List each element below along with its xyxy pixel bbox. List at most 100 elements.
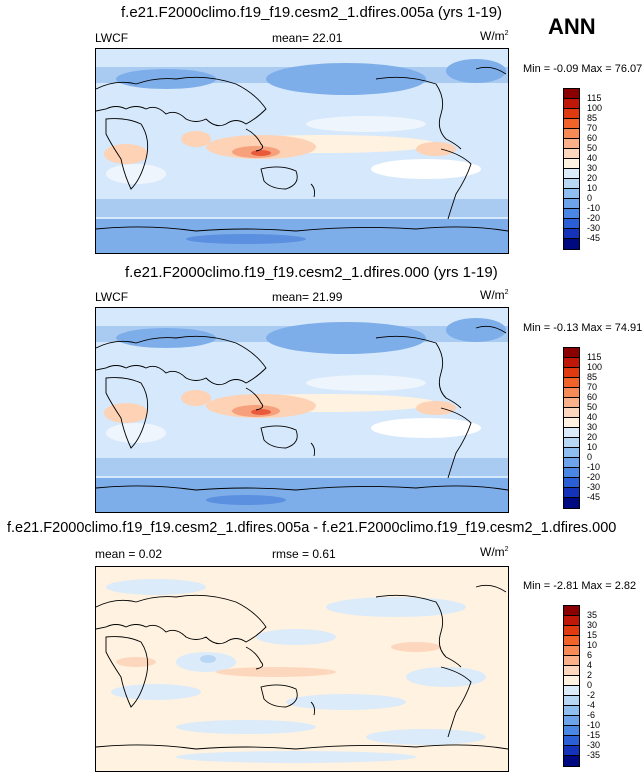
colorbar-swatch — [564, 239, 579, 249]
colorbar-tick-label: 0 — [587, 193, 593, 203]
colorbar-swatch — [564, 99, 579, 109]
colorbar-tick-label: 0 — [587, 452, 593, 462]
panel-2-colorbar — [563, 347, 580, 509]
colorbar-swatch — [564, 746, 579, 756]
panel-1-title: f.e21.F2000climo.f19_f19.cesm2_1.dfires.… — [121, 4, 503, 21]
panel-2-variable-label: LWCF — [95, 290, 129, 304]
panel-2-map — [95, 307, 509, 513]
colorbar-tick-label: -30 — [587, 740, 601, 750]
panel-1-map — [95, 48, 509, 254]
colorbar-swatch — [564, 468, 579, 478]
colorbar-swatch — [564, 428, 579, 438]
colorbar-swatch — [564, 626, 579, 636]
colorbar-swatch — [564, 398, 579, 408]
colorbar-tick-label: 50 — [587, 402, 598, 412]
colorbar-swatch — [564, 129, 579, 139]
colorbar-swatch — [564, 378, 579, 388]
colorbar-tick-label: -20 — [587, 472, 601, 482]
panel-2-title: f.e21.F2000climo.f19_f19.cesm2_1.dfires.… — [125, 264, 498, 281]
colorbar-swatch — [564, 418, 579, 428]
colorbar-swatch — [564, 448, 579, 458]
panel-1-mean-label: mean= 22.01 — [272, 31, 343, 45]
colorbar-tick-label: 35 — [587, 610, 598, 620]
colorbar-tick-label: 4 — [587, 660, 593, 670]
panel-1-variable-label: LWCF — [95, 31, 129, 45]
colorbar-swatch — [564, 458, 579, 468]
colorbar-tick-label: 115 — [587, 93, 602, 103]
colorbar-swatch — [564, 706, 579, 716]
colorbar-swatch — [564, 229, 579, 239]
colorbar-tick-label: -10 — [587, 203, 601, 213]
colorbar-swatch — [564, 358, 579, 368]
colorbar-swatch — [564, 408, 579, 418]
colorbar-swatch — [564, 636, 579, 646]
colorbar-swatch — [564, 388, 579, 398]
colorbar-tick-label: 100 — [587, 362, 603, 372]
panel-2-mean-label: mean= 21.99 — [272, 290, 343, 304]
colorbar-tick-label: 40 — [587, 412, 598, 422]
colorbar-tick-label: -30 — [587, 482, 601, 492]
colorbar-tick-label: 20 — [587, 173, 598, 183]
panel-1-minmax: Min = -0.09 Max = 76.07 — [523, 63, 643, 75]
colorbar-tick-label: 10 — [587, 640, 598, 650]
colorbar-tick-label: -10 — [587, 462, 601, 472]
season-label: ANN — [548, 14, 596, 39]
panel-3-rmse-label: rmse = 0.61 — [272, 547, 336, 561]
panel-3-title: f.e21.F2000climo.f19_f19.cesm2_1.dfires.… — [7, 520, 617, 536]
colorbar-tick-label: -20 — [587, 213, 601, 223]
colorbar-tick-label: 30 — [587, 620, 598, 630]
colorbar-tick-label: 50 — [587, 143, 598, 153]
colorbar-swatch — [564, 139, 579, 149]
colorbar-tick-label: 20 — [587, 432, 598, 442]
colorbar-tick-label: 10 — [587, 442, 598, 452]
colorbar-swatch — [564, 716, 579, 726]
panel-3-mean-label: mean = 0.02 — [95, 547, 163, 561]
colorbar-tick-label: -2 — [587, 690, 596, 700]
colorbar-tick-label: -45 — [587, 233, 601, 243]
colorbar-tick-label: -4 — [587, 700, 596, 710]
colorbar-tick-label: 85 — [587, 113, 598, 123]
colorbar-swatch — [564, 606, 579, 616]
panel-1-colorbar — [563, 88, 580, 250]
colorbar-tick-label: 10 — [587, 183, 598, 193]
colorbar-tick-label: 100 — [587, 103, 603, 113]
panel-2-units: W/m2 — [480, 288, 509, 302]
colorbar-tick-label: 30 — [587, 163, 598, 173]
colorbar-swatch — [564, 488, 579, 498]
colorbar-tick-label: 85 — [587, 372, 598, 382]
colorbar-swatch — [564, 159, 579, 169]
colorbar-swatch — [564, 179, 579, 189]
colorbar-swatch — [564, 686, 579, 696]
colorbar-swatch — [564, 368, 579, 378]
colorbar-swatch — [564, 478, 579, 488]
colorbar-swatch — [564, 726, 579, 736]
colorbar-swatch — [564, 666, 579, 676]
colorbar-tick-label: 15 — [587, 630, 598, 640]
colorbar-swatch — [564, 646, 579, 656]
colorbar-tick-label: 30 — [587, 422, 598, 432]
colorbar-swatch — [564, 676, 579, 686]
colorbar-swatch — [564, 348, 579, 358]
panel-3-colorbar — [563, 605, 580, 767]
colorbar-tick-label: -45 — [587, 492, 601, 502]
colorbar-tick-label: -6 — [587, 710, 596, 720]
colorbar-swatch — [564, 89, 579, 99]
colorbar-tick-label: -35 — [587, 750, 601, 760]
colorbar-swatch — [564, 736, 579, 746]
colorbar-tick-label: 40 — [587, 153, 598, 163]
colorbar-tick-label: 2 — [587, 670, 593, 680]
colorbar-tick-label: 70 — [587, 123, 598, 133]
panel-3-minmax: Min = -2.81 Max = 2.82 — [523, 580, 637, 592]
colorbar-swatch — [564, 169, 579, 179]
colorbar-tick-label: 6 — [587, 650, 593, 660]
colorbar-swatch — [564, 756, 579, 766]
colorbar-swatch — [564, 209, 579, 219]
colorbar-tick-label: -10 — [587, 720, 601, 730]
colorbar-swatch — [564, 498, 579, 508]
colorbar-tick-label: 115 — [587, 352, 602, 362]
panel-2-minmax: Min = -0.13 Max = 74.91 — [523, 322, 643, 334]
colorbar-swatch — [564, 119, 579, 129]
colorbar-tick-label: 0 — [587, 680, 593, 690]
colorbar-tick-label: -15 — [587, 730, 601, 740]
colorbar-swatch — [564, 616, 579, 626]
